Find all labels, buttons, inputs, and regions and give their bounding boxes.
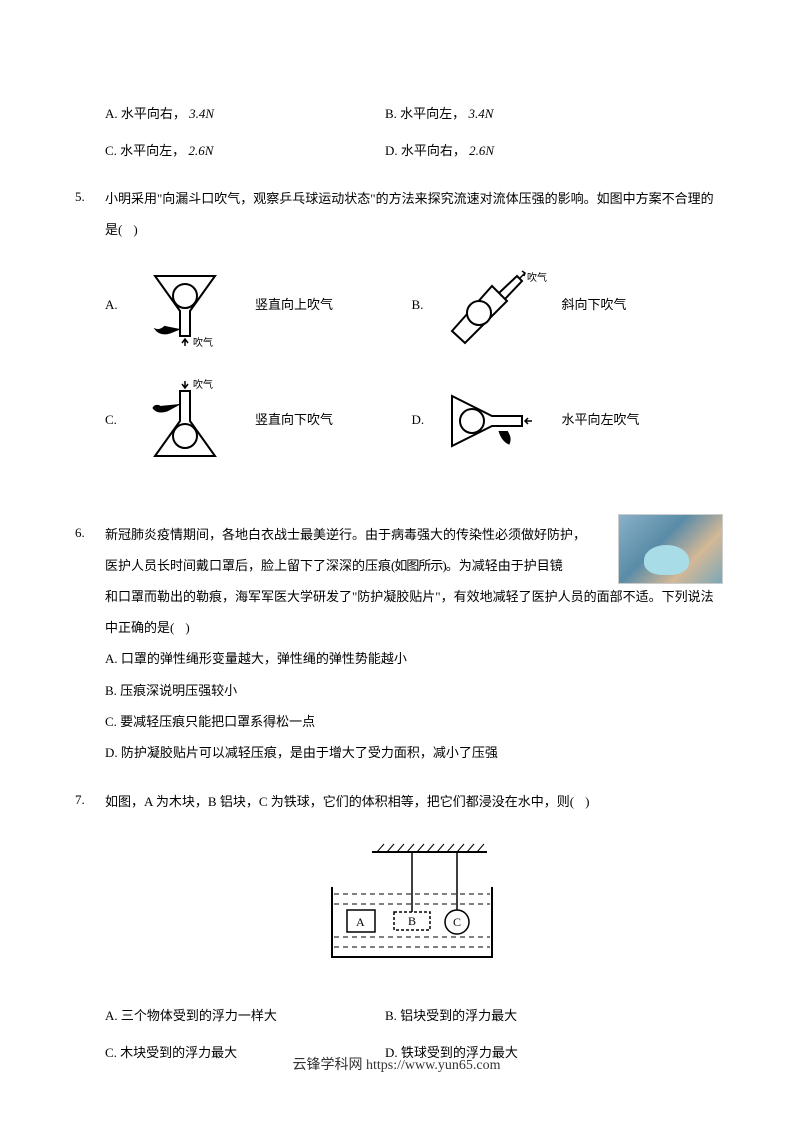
q7-body: 如图，A 为木块，B 铝块，C 为铁球，它们的体积相等，把它们都浸没在水中，则(…	[105, 786, 718, 1075]
option-label: C.	[105, 406, 130, 435]
option-text: 竖直向下吹气	[255, 406, 333, 435]
q5-text-content: 小明采用"向漏斗口吹气，观察乒乓球运动状态"的方法来探究流速对流体压强的影响。如…	[105, 191, 714, 237]
q6-line1: 新冠肺炎疫情期间，各地白衣战士最美逆行。由于病毒强大的传染性必须做好防护，	[105, 527, 586, 542]
question-7: 7. 如图，A 为木块，B 铝块，C 为铁球，它们的体积相等，把它们都浸没在水中…	[75, 786, 718, 1075]
q6-body: 新冠肺炎疫情期间，各地白衣战士最美逆行。由于病毒强大的传染性必须做好防护， 医护…	[105, 519, 718, 769]
svg-text:A: A	[356, 915, 365, 929]
funnel-diagram-d	[437, 376, 547, 466]
option-label: A.	[105, 651, 118, 666]
question-6: 6. 新冠肺炎疫情期间，各地白衣战士最美逆行。由于病毒强大的传染性必须做好防护，…	[75, 519, 718, 769]
option-text: 水平向左，	[120, 143, 185, 158]
q5-image-options: A. 吹气 竖直向上吹气 B.	[105, 261, 718, 491]
q7-paren: ( )	[570, 794, 589, 809]
blow-label: 吹气	[193, 336, 213, 349]
q5-option-a: A. 吹气 竖直向上吹气	[105, 261, 412, 351]
svg-text:C: C	[453, 915, 461, 929]
q5-option-d: D. 水平向左吹气	[412, 376, 719, 466]
option-text: 口罩的弹性绳形变量越大，弹性绳的弹性势能越小	[121, 651, 407, 666]
funnel-diagram-c: 吹气	[130, 376, 240, 466]
funnel-diagram-a: 吹气	[130, 261, 240, 351]
q6-line3: 和口罩而勒出的勒痕，海军军医大学研发了"防护凝胶贴片"，有效地减轻了医护人员的面…	[105, 589, 714, 635]
option-value: 3.4N	[189, 106, 214, 121]
option-text: 水平向左吹气	[562, 406, 640, 435]
option-label: A.	[105, 1008, 118, 1023]
q4-option-b: B. 水平向左， 3.4N	[385, 100, 718, 129]
q6-option-d: D. 防护凝胶贴片可以减轻压痕，是由于增大了受力面积，减小了压强	[105, 737, 718, 768]
funnel-diagram-b: 吹气	[437, 261, 547, 351]
q4-options-row1: A. 水平向右， 3.4N B. 水平向左， 3.4N	[105, 100, 718, 129]
q5-option-b: B. 吹气 斜向下吹气	[412, 261, 719, 351]
option-text: 铝块受到的浮力最大	[400, 1008, 517, 1023]
q7-text: 如图，A 为木块，B 铝块，C 为铁球，它们的体积相等，把它们都浸没在水中，则(…	[105, 786, 718, 817]
option-label: A.	[105, 291, 130, 320]
option-label: B.	[385, 106, 397, 121]
footer-text: 云锋学科网 https://www.yun65.com	[0, 1051, 793, 1082]
q7-number: 7.	[75, 786, 105, 1075]
q6-line2a: 医护人员长时间戴口罩后，脸上留下了深深的压痕	[105, 558, 391, 573]
q6-paren: ( )	[170, 620, 189, 635]
option-text: 三个物体受到的浮力一样大	[121, 1008, 277, 1023]
q6-text3: 和口罩而勒出的勒痕，海军军医大学研发了"防护凝胶贴片"，有效地减轻了医护人员的面…	[105, 581, 718, 643]
q4-option-c: C. 水平向左， 2.6N	[105, 137, 385, 166]
blow-label: 吹气	[193, 378, 213, 391]
q6-number: 6.	[75, 519, 105, 769]
q4-option-d: D. 水平向右， 2.6N	[385, 137, 718, 166]
option-text: 水平向右，	[121, 106, 186, 121]
option-text: 斜向下吹气	[562, 291, 627, 320]
q7-options-row1: A. 三个物体受到的浮力一样大 B. 铝块受到的浮力最大	[105, 1002, 718, 1031]
mask-shape	[644, 545, 689, 575]
option-label: B.	[385, 1008, 397, 1023]
option-text: 竖直向上吹气	[255, 291, 333, 320]
nurse-photo	[618, 514, 723, 584]
q5-paren: ( )	[118, 222, 137, 237]
q7-option-b: B. 铝块受到的浮力最大	[385, 1002, 718, 1031]
option-label: B.	[105, 683, 117, 698]
q7-text-content: 如图，A 为木块，B 铝块，C 为铁球，它们的体积相等，把它们都浸没在水中，则	[105, 794, 570, 809]
option-label: D.	[105, 745, 118, 760]
option-text: 水平向左，	[400, 106, 465, 121]
q5-body: 小明采用"向漏斗口吹气，观察乒乓球运动状态"的方法来探究流速对流体压强的影响。如…	[105, 183, 718, 500]
question-5: 5. 小明采用"向漏斗口吹气，观察乒乓球运动状态"的方法来探究流速对流体压强的影…	[75, 183, 718, 500]
option-text: 水平向右，	[401, 143, 466, 158]
q7-option-a: A. 三个物体受到的浮力一样大	[105, 1002, 385, 1031]
option-text: 防护凝胶贴片可以减轻压痕，是由于增大了受力面积，减小了压强	[121, 745, 498, 760]
option-label: A.	[105, 106, 118, 121]
blow-label: 吹气	[527, 271, 547, 284]
svg-text:B: B	[408, 914, 416, 928]
option-label: C.	[105, 714, 117, 729]
q5-number: 5.	[75, 183, 105, 500]
option-value: 2.6N	[188, 143, 213, 158]
option-label: B.	[412, 291, 437, 320]
q6-line2-paren: (如图所示)	[391, 558, 446, 573]
q4-options-row2: C. 水平向左， 2.6N D. 水平向右， 2.6N	[105, 137, 718, 166]
q6-option-b: B. 压痕深说明压强较小	[105, 675, 718, 706]
option-label: D.	[385, 143, 398, 158]
option-label: D.	[412, 406, 437, 435]
option-text: 要减轻压痕只能把口罩系得松一点	[120, 714, 315, 729]
q5-text: 小明采用"向漏斗口吹气，观察乒乓球运动状态"的方法来探究流速对流体压强的影响。如…	[105, 183, 718, 245]
q4-option-a: A. 水平向右， 3.4N	[105, 100, 385, 129]
option-value: 3.4N	[468, 106, 493, 121]
option-text: 压痕深说明压强较小	[120, 683, 237, 698]
q6-option-c: C. 要减轻压痕只能把口罩系得松一点	[105, 706, 718, 737]
q6-line2b: 。为减轻由于护目镜	[446, 558, 563, 573]
option-value: 2.6N	[469, 143, 494, 158]
q7-diagram: A B C	[105, 842, 718, 972]
q6-option-a: A. 口罩的弹性绳形变量越大，弹性绳的弹性势能越小	[105, 643, 718, 674]
q5-option-c: C. 吹气 竖直向下吹气	[105, 376, 412, 466]
option-label: C.	[105, 143, 117, 158]
